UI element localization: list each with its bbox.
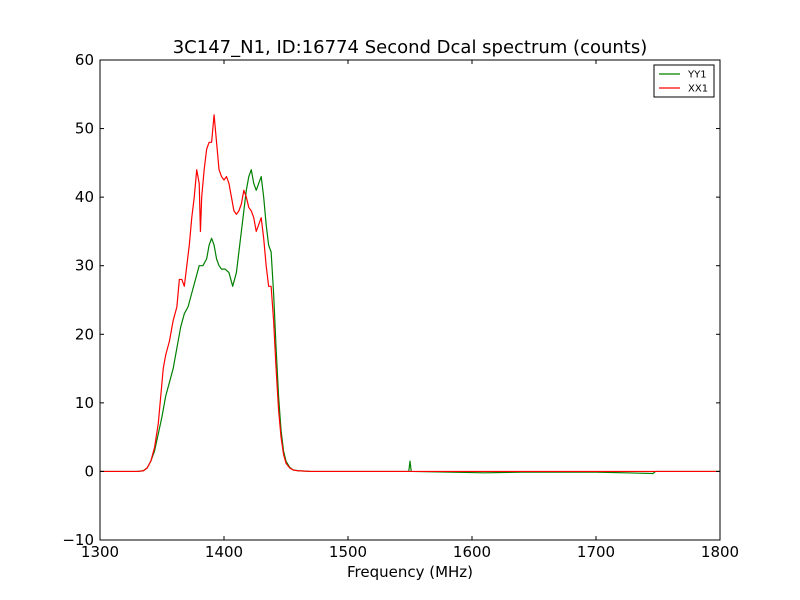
x-axis-label: Frequency (MHz): [347, 563, 473, 581]
series-line-xx1: [100, 114, 720, 473]
legend-label-xx1: XX1: [688, 84, 708, 95]
series-layer: [100, 114, 720, 475]
x-tick-label: 1600: [453, 543, 491, 561]
plot-frame: [99, 59, 721, 541]
ticks-layer: 1300 1400 1500 1600 1700 1800 −10 0 10 20 30 40 50 60: [62, 51, 739, 561]
y-tick-label: 40: [75, 188, 94, 206]
x-tick-label: 1400: [205, 543, 243, 561]
y-tick-label: 60: [75, 51, 94, 69]
chart-title: 3C147_N1, ID:16774 Second Dcal spectrum …: [173, 37, 648, 58]
legend-label-yy1: YY1: [687, 70, 707, 81]
legend-box: [653, 64, 715, 98]
x-tick-label: 1300: [81, 543, 119, 561]
x-tick-label: 1700: [577, 543, 615, 561]
y-tick-label: 20: [75, 325, 94, 343]
y-tick-label: 50: [75, 120, 94, 138]
x-tick-label: 1800: [701, 543, 739, 561]
x-tick-label: 1500: [329, 543, 367, 561]
plot-background: [100, 60, 720, 540]
y-tick-label: 30: [75, 257, 94, 275]
y-tick-label: 10: [75, 394, 94, 412]
y-tick-label: −10: [62, 531, 94, 549]
y-tick-label: 0: [84, 462, 94, 480]
